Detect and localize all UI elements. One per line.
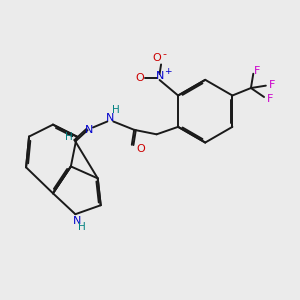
Text: F: F — [267, 94, 273, 104]
Text: -: - — [163, 49, 167, 59]
Text: F: F — [268, 80, 275, 90]
Text: H: H — [64, 132, 72, 142]
Text: O: O — [135, 74, 144, 83]
Text: N: N — [85, 125, 94, 135]
Text: +: + — [164, 67, 171, 76]
Text: N: N — [106, 112, 114, 123]
Text: O: O — [136, 144, 145, 154]
Text: N: N — [73, 216, 81, 226]
Text: H: H — [78, 222, 86, 232]
Text: O: O — [152, 53, 161, 64]
Text: N: N — [156, 71, 165, 81]
Text: F: F — [254, 66, 260, 76]
Text: H: H — [112, 105, 120, 115]
